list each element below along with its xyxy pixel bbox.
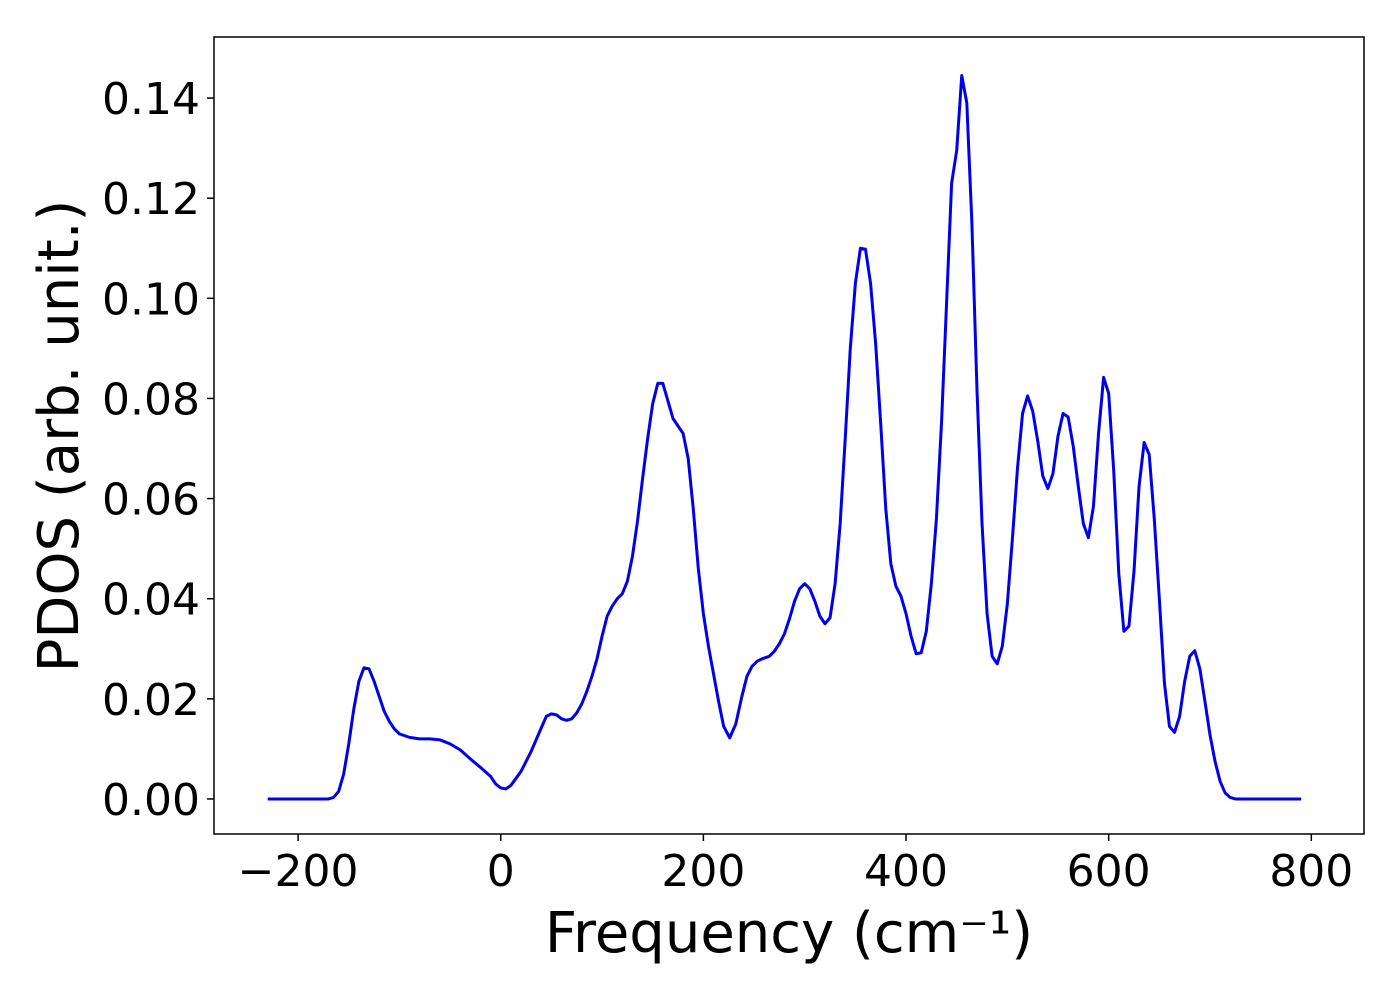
- y-axis-label: PDOS (arb. unit.): [27, 200, 92, 673]
- y-tick-label: 0.04: [102, 575, 200, 626]
- y-tick-label: 0.00: [102, 775, 200, 826]
- y-tick-label: 0.06: [102, 475, 200, 526]
- y-tick-label: 0.08: [102, 374, 200, 425]
- x-tick-label: 0: [487, 846, 515, 897]
- x-tick-label: 800: [1269, 846, 1353, 897]
- y-tick-label: 0.02: [102, 675, 200, 726]
- y-tick-label: 0.14: [102, 74, 200, 125]
- y-tick-label: 0.12: [102, 174, 200, 225]
- x-axis-label: Frequency (cm⁻¹): [545, 901, 1033, 966]
- x-tick-label: 400: [864, 846, 948, 897]
- x-tick-label: 600: [1067, 846, 1151, 897]
- x-tick-label: 200: [661, 846, 745, 897]
- data-line: [267, 74, 1302, 801]
- y-tick-label: 0.10: [102, 274, 200, 325]
- x-tick-label: −200: [238, 846, 359, 897]
- plot-frame: [213, 36, 1365, 835]
